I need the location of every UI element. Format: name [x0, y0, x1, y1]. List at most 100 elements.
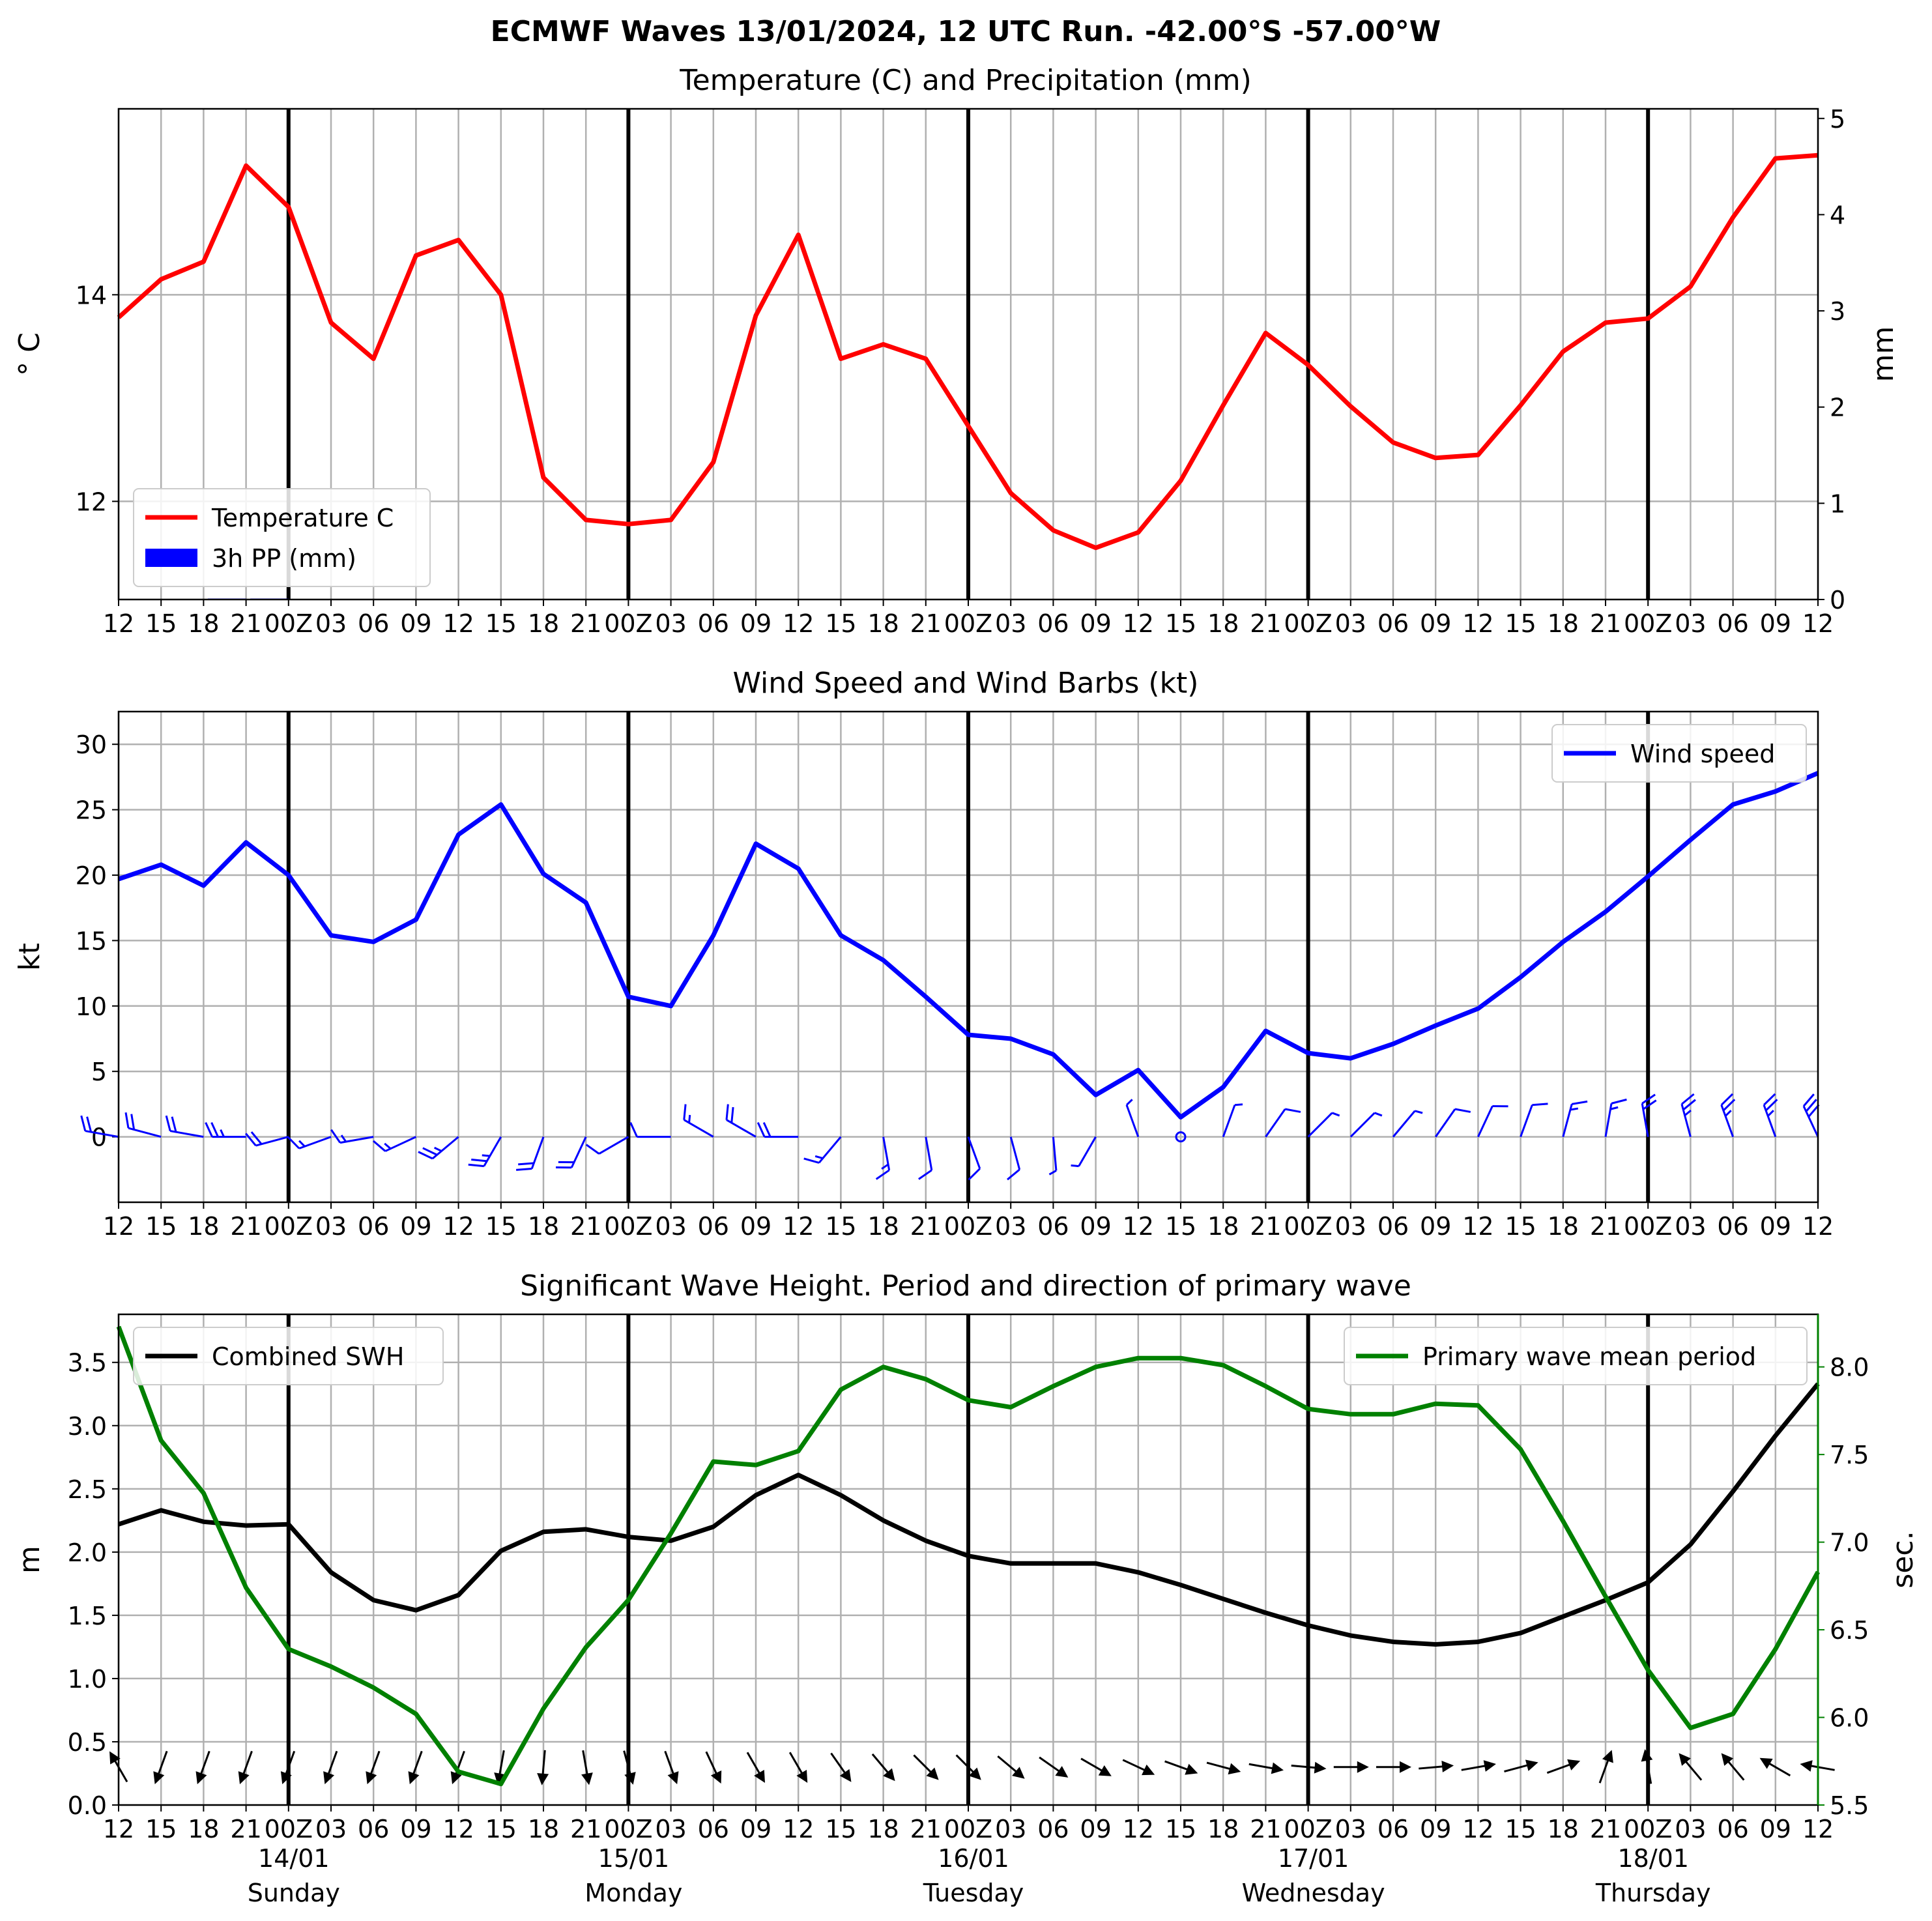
wave-direction-arrow: [1461, 1760, 1496, 1772]
wind-barb-staff: [1520, 1105, 1533, 1138]
wind-barb-flag: [1763, 1093, 1776, 1106]
wind-barb: [287, 1136, 332, 1149]
wave-direction-arrow: [1546, 1759, 1581, 1774]
x-tick-label: 12: [442, 1815, 474, 1843]
x-tick-label: 12: [1123, 1815, 1154, 1843]
y-tick-label: 10: [76, 992, 107, 1021]
x-tick-label: 21: [230, 1815, 261, 1843]
arrow-head: [323, 1771, 335, 1785]
wind-barb: [683, 1104, 714, 1138]
x-tick-label: 12: [1123, 1212, 1154, 1241]
y-tick-label: 30: [76, 730, 107, 759]
y-axis-label: ° C: [13, 332, 46, 376]
x-tick-label: 21: [570, 1815, 601, 1843]
wind-barb-flag: [205, 1121, 213, 1138]
x-tick-label: 03: [655, 1212, 686, 1241]
arrow-head: [195, 1771, 207, 1785]
y-tick-label: 0.0: [68, 1791, 107, 1820]
wave-direction-arrow: [1291, 1761, 1327, 1774]
x-tick-label: 00Z: [265, 1212, 313, 1241]
wind-barb: [1763, 1093, 1778, 1138]
y-tick-label: 14: [76, 281, 107, 310]
wind-barb: [629, 1121, 671, 1138]
wind-barb: [372, 1136, 417, 1152]
wind-barb-staff: [925, 1136, 933, 1171]
y-right-tick-label: 7.5: [1830, 1441, 1869, 1469]
y-tick-label: 0: [91, 1123, 107, 1152]
x-tick-label: 09: [400, 1212, 431, 1241]
wind-barb-staff: [1009, 1136, 1021, 1170]
wind-barb: [1007, 1136, 1021, 1181]
arrow-shaft: [1291, 1765, 1318, 1769]
wind-barb: [967, 1136, 981, 1181]
arrow-shaft: [326, 1750, 338, 1776]
y-tick-label: 2.0: [68, 1538, 107, 1567]
wind-barb-flag: [86, 1116, 93, 1133]
wind-barb-half: [1684, 1109, 1692, 1116]
wind-barb: [918, 1136, 933, 1180]
wind-barb-half: [815, 1155, 824, 1159]
wind-barb: [1641, 1093, 1657, 1137]
arrow-shaft: [1164, 1760, 1190, 1771]
wave-direction-arrow: [1376, 1761, 1411, 1773]
arrow-shaft: [1726, 1759, 1745, 1781]
y-tick-label: 3.5: [68, 1349, 107, 1378]
arrow-shaft: [1248, 1763, 1275, 1770]
wind-barb-flag: [245, 1133, 257, 1147]
wind-barb: [516, 1136, 545, 1171]
arrow-head: [1441, 1760, 1454, 1772]
arrow-head: [1567, 1759, 1581, 1770]
arrow-shaft: [1808, 1764, 1835, 1771]
wind-barb-staff: [598, 1136, 629, 1155]
wind-barb-flag: [1641, 1093, 1656, 1105]
legend-box: [1551, 724, 1807, 783]
arrow-shaft: [788, 1752, 804, 1776]
x-tick-label: 15: [485, 609, 517, 638]
day-date-label: 18/01: [1617, 1844, 1689, 1873]
arrow-shaft: [830, 1752, 847, 1776]
wind-barb-flag: [1284, 1108, 1301, 1113]
legend-label: Primary wave mean period: [1422, 1342, 1756, 1371]
wind-barb-flag: [418, 1151, 433, 1160]
arrow-head: [238, 1771, 250, 1785]
wind-barb-flag: [1765, 1099, 1778, 1112]
wind-barb-flag: [165, 1115, 171, 1131]
wind-barb-half: [1415, 1110, 1423, 1114]
legend-box: [1344, 1327, 1808, 1385]
wave-direction-arrow: [788, 1752, 808, 1784]
arrow-shaft: [871, 1753, 890, 1775]
y-tick-label: 2.5: [68, 1475, 107, 1504]
wind-barb: [757, 1121, 799, 1138]
wind-barb: [1562, 1100, 1588, 1137]
wind-barb-flag: [1642, 1099, 1657, 1110]
wind-barb: [1680, 1093, 1696, 1137]
x-tick-label: 00Z: [944, 609, 992, 638]
x-tick-label: 18: [867, 1212, 899, 1241]
x-tick-label: 06: [1037, 1815, 1069, 1843]
arrow-head: [1525, 1759, 1538, 1771]
wind-barb-flag: [1680, 1093, 1695, 1105]
x-tick-label: 15: [1165, 609, 1196, 638]
x-tick-label: 15: [825, 1212, 856, 1241]
wind-barb-flag: [80, 1115, 87, 1131]
wind-barb-flag: [556, 1166, 572, 1169]
x-tick-label: 09: [400, 1815, 431, 1843]
y-tick-label: 12: [76, 487, 107, 516]
wind-barb: [1392, 1110, 1423, 1138]
wind-barb: [585, 1136, 629, 1155]
y-right-tick-label: 7.0: [1830, 1529, 1869, 1557]
arrow-shaft: [412, 1750, 423, 1776]
x-tick-label: 15: [1505, 1815, 1536, 1843]
arrow-shaft: [746, 1752, 762, 1776]
arrow-head: [1098, 1765, 1112, 1776]
x-tick-label: 06: [1717, 1815, 1748, 1843]
arrow-shaft: [1039, 1756, 1061, 1774]
arrow-shaft: [1206, 1761, 1233, 1770]
x-tick-label: 00Z: [1284, 1212, 1332, 1241]
x-tick-label: 03: [1675, 609, 1706, 638]
wind-barb: [556, 1136, 587, 1169]
arrow-head: [280, 1771, 292, 1785]
wind-barb: [205, 1121, 246, 1138]
wave-panel: Significant Wave Height. Period and dire…: [13, 1269, 1920, 1907]
x-tick-label: 18: [1207, 1815, 1239, 1843]
